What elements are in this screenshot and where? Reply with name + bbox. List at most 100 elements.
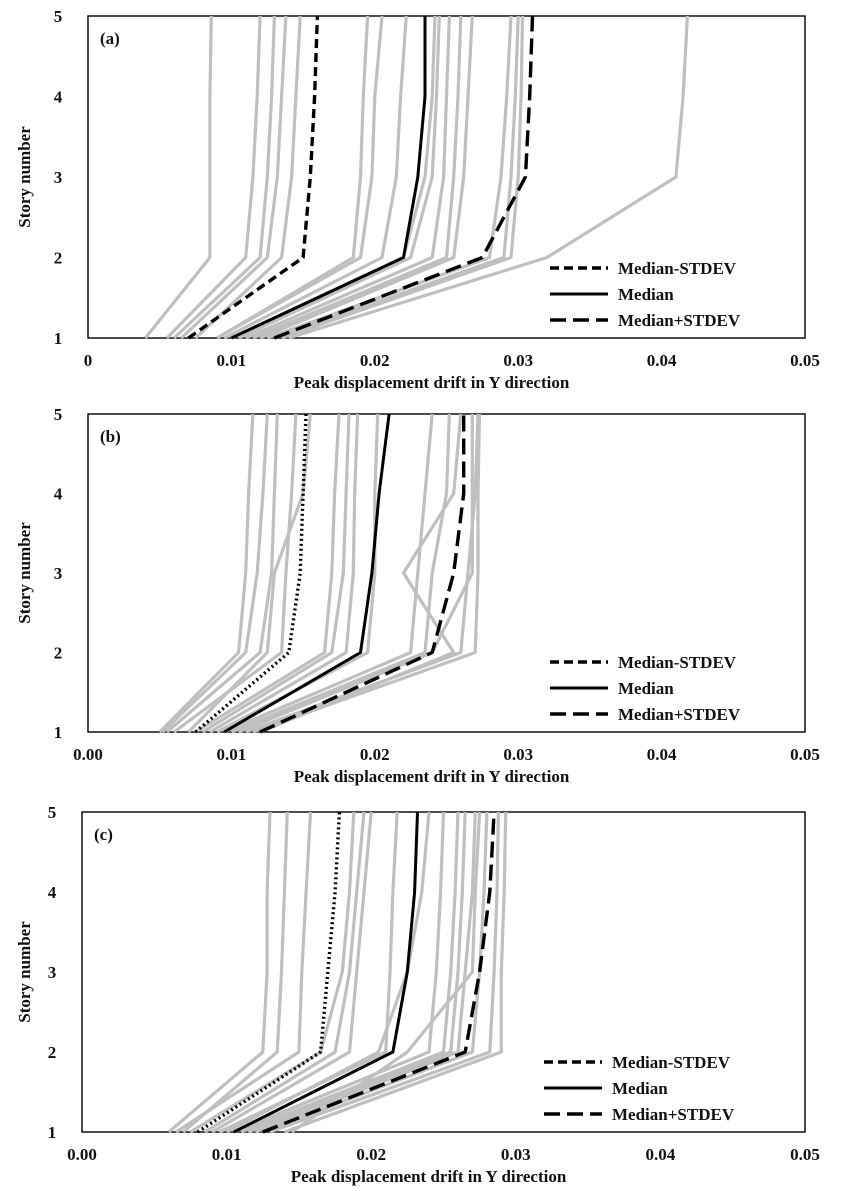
record-line-14 — [269, 811, 500, 1134]
panel-label: (c) — [94, 825, 113, 844]
x-axis-title: Peak displacement drift in Y direction — [291, 1167, 567, 1186]
record-line-15 — [259, 413, 463, 734]
record-line-15 — [273, 15, 520, 340]
record-line-4 — [173, 413, 298, 734]
series-line-median-stdev — [262, 811, 496, 1134]
x-tick-label: 0.01 — [217, 745, 247, 764]
record-line-16 — [290, 811, 482, 1134]
record-line-2 — [161, 413, 269, 734]
y-tick-label: 1 — [48, 1123, 57, 1142]
x-tick-label: 0.00 — [67, 1145, 97, 1164]
record-line-12 — [237, 414, 474, 734]
y-axis-title: Story number — [15, 921, 34, 1023]
record-line-6 — [216, 15, 370, 340]
series-line-median — [233, 811, 419, 1134]
record-line-7 — [201, 413, 351, 734]
y-tick-label: 1 — [54, 723, 63, 742]
x-tick-label: 0.04 — [647, 745, 677, 764]
record-line-12 — [252, 15, 463, 340]
record-line-1 — [167, 811, 272, 1134]
legend-label: Median — [618, 285, 674, 304]
y-tick-label: 3 — [48, 963, 57, 982]
series-line-median — [223, 413, 391, 734]
y-tick-label: 3 — [54, 564, 63, 583]
legend-label: Median+STDEV — [618, 705, 741, 724]
y-tick-label: 4 — [48, 883, 57, 902]
x-tick-label: 0.00 — [73, 745, 103, 764]
record-line-7 — [216, 15, 384, 340]
series-line-median — [230, 16, 427, 340]
record-line-16 — [281, 15, 525, 340]
record-line-8 — [223, 15, 408, 340]
record-line-1 — [144, 15, 213, 340]
y-tick-label: 5 — [54, 405, 63, 424]
record-line-1 — [158, 413, 255, 734]
record-line-4 — [180, 15, 288, 340]
plot-frame — [87, 413, 806, 733]
x-tick-label: 0.04 — [647, 351, 677, 370]
x-axis-title: Peak displacement drift in Y direction — [294, 373, 570, 392]
panel-label: (b) — [100, 427, 121, 446]
series-line-median-stdev — [194, 413, 308, 734]
y-tick-label: 4 — [54, 485, 63, 504]
record-line-13 — [262, 811, 489, 1134]
x-tick-label: 0.02 — [360, 351, 390, 370]
x-tick-label: 0.05 — [790, 351, 820, 370]
legend-label: Median — [618, 679, 674, 698]
panel-label: (a) — [100, 29, 120, 48]
legend-label: Median+STDEV — [618, 311, 741, 330]
record-line-11 — [245, 15, 451, 340]
y-axis-title: Story number — [15, 522, 34, 624]
x-tick-label: 0.01 — [212, 1145, 242, 1164]
legend-label: Median+STDEV — [612, 1105, 735, 1124]
record-line-17 — [288, 15, 689, 340]
legend-label: Median — [612, 1079, 668, 1098]
x-tick-label: 0.04 — [646, 1145, 676, 1164]
series-line-median-stdev — [273, 15, 535, 340]
legend-label: Median-STDEV — [618, 653, 737, 672]
x-tick-label: 0.03 — [503, 745, 533, 764]
record-line-12 — [254, 811, 477, 1134]
y-tick-label: 5 — [48, 803, 57, 822]
record-line-14 — [252, 413, 482, 734]
record-line-11 — [247, 811, 467, 1134]
x-tick-label: 0.01 — [217, 351, 247, 370]
legend-label: Median-STDEV — [612, 1053, 731, 1072]
record-line-5 — [204, 811, 366, 1134]
record-line-6 — [194, 413, 341, 734]
record-line-10 — [223, 413, 434, 734]
y-tick-label: 1 — [54, 329, 63, 348]
chart-panel-2: 0.00 0.01 0.02 0.03 0.04 0.05 1 2 3 4 5 Peak displa… — [15, 405, 820, 786]
record-line-6 — [211, 811, 373, 1134]
record-line-9 — [233, 811, 446, 1134]
record-line-11 — [230, 413, 451, 734]
x-tick-label: 0.03 — [503, 351, 533, 370]
record-line-3 — [182, 811, 289, 1134]
chart-panel-3: 0.00 0.01 0.02 0.03 0.04 0.05 1 2 3 4 5 Peak displa… — [15, 803, 820, 1186]
y-tick-label: 4 — [54, 88, 63, 107]
legend-label: Median-STDEV — [618, 259, 737, 278]
plot-frame — [87, 15, 806, 339]
chart-panel-1: 0 0.01 0.02 0.03 0.04 0.05 1 2 3 4 5 Peak displacem… — [15, 7, 820, 392]
record-line-3 — [165, 413, 279, 734]
y-tick-label: 5 — [54, 7, 63, 26]
y-tick-label: 2 — [48, 1043, 57, 1062]
y-axis-title: Story number — [15, 126, 34, 228]
record-line-2 — [175, 811, 313, 1134]
x-tick-label: 0 — [84, 351, 93, 370]
series-line-median-stdev — [259, 414, 466, 734]
record-line-10 — [237, 15, 441, 340]
x-tick-label: 0.02 — [356, 1145, 386, 1164]
x-tick-label: 0.05 — [790, 1145, 820, 1164]
series-line-median-stdev — [187, 15, 320, 340]
record-line-15 — [283, 811, 508, 1134]
y-tick-label: 2 — [54, 644, 63, 663]
x-tick-label: 0.02 — [360, 745, 390, 764]
y-tick-label: 2 — [54, 249, 63, 268]
x-tick-label: 0.05 — [790, 745, 820, 764]
y-tick-label: 3 — [54, 168, 63, 187]
record-line-10 — [240, 811, 460, 1134]
record-line-3 — [172, 15, 276, 340]
x-tick-label: 0.03 — [501, 1145, 531, 1164]
